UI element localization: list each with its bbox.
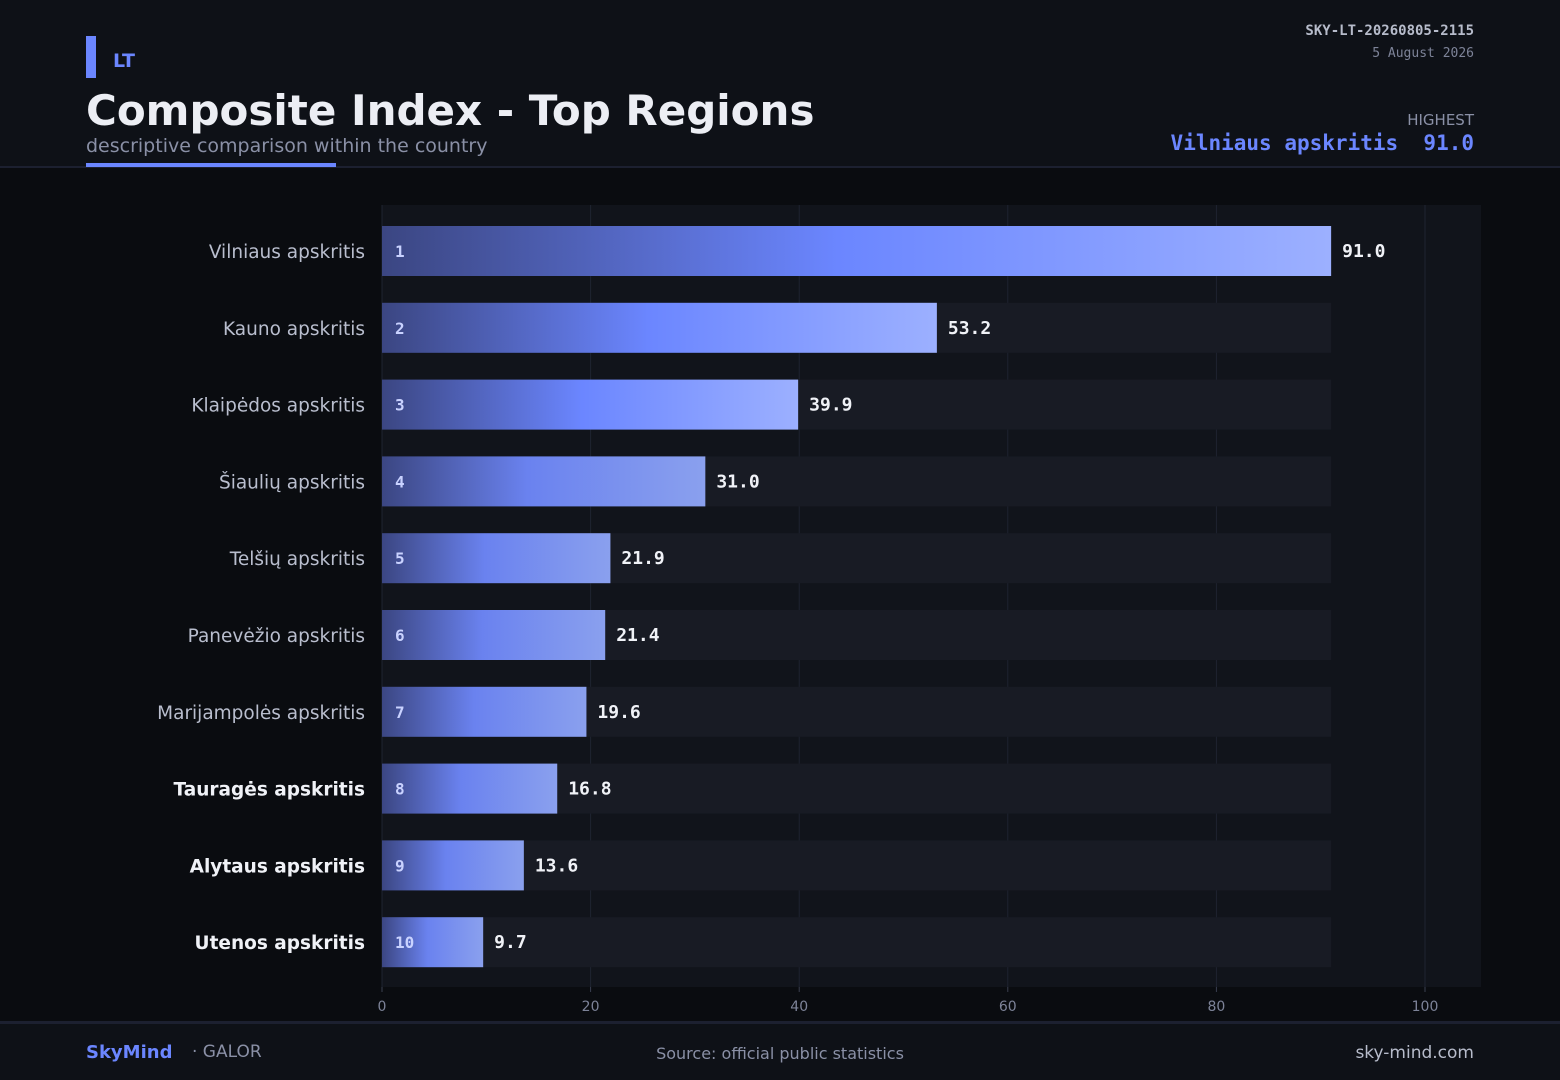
bar: [382, 840, 524, 891]
document-date: 5 August 2026: [1372, 46, 1474, 61]
category-label: Vilniaus apskritis: [209, 242, 365, 263]
category-label: Tauragės apskritis: [174, 780, 365, 801]
bar-value-label: 31.0: [716, 471, 759, 492]
category-label: Telšių apskritis: [229, 549, 365, 570]
chart-area: 0 20 40 60 80 100 1 91.0 Vilniaus apskritis 2 53.2…: [0, 168, 1560, 1020]
bar: [382, 917, 484, 968]
highest-callout: Vilniaus apskritis 91.0: [1171, 131, 1474, 155]
bar-value-label: 9.7: [494, 932, 527, 953]
bar-rank: 7: [395, 703, 405, 722]
page-title: Composite Index - Top Regions: [86, 86, 815, 135]
x-tick-label: 0: [378, 999, 387, 1015]
bar-rank: 8: [395, 780, 405, 799]
bar-value-label: 91.0: [1342, 241, 1385, 262]
bar-track: [382, 917, 1332, 968]
highest-label: HIGHEST: [1407, 111, 1474, 129]
x-tick-label: 100: [1412, 999, 1439, 1015]
category-label: Alytaus apskritis: [190, 856, 365, 877]
category-label: Panevėžio apskritis: [188, 626, 365, 647]
bar-value-label: 21.9: [621, 548, 664, 569]
bar: [382, 226, 1332, 276]
x-tick-label: 40: [790, 999, 808, 1015]
subtitle-underline: [86, 163, 336, 167]
highest-region: Vilniaus apskritis: [1170, 131, 1399, 155]
footer: SkyMind · GALOR Source: official public …: [0, 1021, 1560, 1080]
document-id: SKY-LT-20260805-2115: [1305, 23, 1474, 39]
bar: [382, 379, 799, 430]
bar-value-label: 13.6: [535, 855, 578, 876]
bar: [382, 610, 606, 660]
bar-rank: 2: [395, 319, 405, 338]
bar-value-label: 19.6: [597, 702, 640, 723]
highest-value: 91.0: [1423, 131, 1474, 155]
country-code: LT: [113, 50, 135, 72]
bar-rank: 5: [395, 549, 405, 568]
bar-value-label: 39.9: [809, 395, 852, 416]
source-note: Source: official public statistics: [656, 1044, 904, 1063]
bar-rank: 1: [395, 242, 405, 261]
category-label: Kauno apskritis: [223, 319, 365, 340]
bar-rank: 4: [395, 472, 405, 491]
bar-rank: 10: [395, 933, 414, 952]
x-tick-label: 80: [1207, 999, 1225, 1015]
brand-logo: SkyMind: [86, 1042, 173, 1063]
bar-rank: 6: [395, 626, 405, 645]
bar-track: [382, 840, 1332, 891]
category-label: Šiaulių apskritis: [219, 471, 365, 493]
bar-value-label: 53.2: [948, 318, 991, 339]
bar: [382, 763, 558, 814]
bar: [382, 456, 706, 507]
category-label: Marijampolės apskritis: [157, 703, 365, 724]
brand-subtitle: · GALOR: [192, 1042, 262, 1062]
bar: [382, 302, 937, 353]
x-tick-label: 60: [999, 999, 1017, 1015]
bar: [382, 533, 611, 584]
accent-bar: [86, 36, 96, 78]
bar-chart: 0 20 40 60 80 100 1 91.0 Vilniaus apskritis 2 53.2…: [157, 205, 1481, 1015]
category-label: Utenos apskritis: [195, 933, 365, 954]
bar: [382, 686, 587, 737]
x-tick-label: 20: [582, 999, 600, 1015]
bar-rank: 3: [395, 396, 405, 415]
bar-value-label: 16.8: [568, 779, 611, 800]
site-link[interactable]: sky-mind.com: [1355, 1043, 1474, 1063]
bar-value-label: 21.4: [616, 625, 660, 646]
category-label: Klaipėdos apskritis: [191, 396, 365, 417]
header: LT Composite Index - Top Regions descrip…: [0, 0, 1560, 168]
page-subtitle: descriptive comparison within the countr…: [86, 135, 488, 157]
bar-rank: 9: [395, 856, 405, 875]
